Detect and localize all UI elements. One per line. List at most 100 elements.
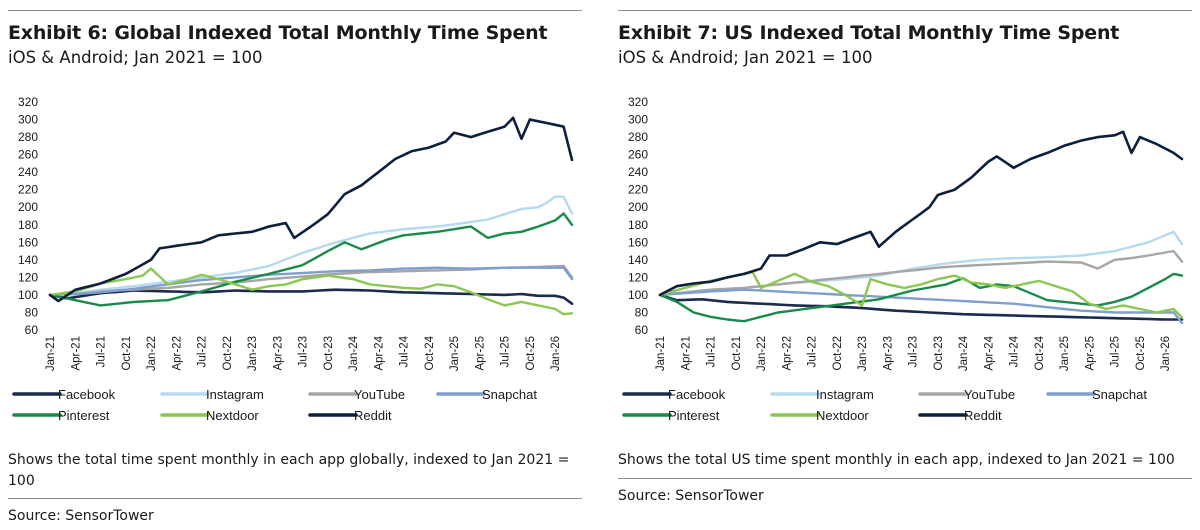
y-tick-label: 200 bbox=[628, 200, 648, 214]
x-tick-label: Jan-23 bbox=[247, 336, 259, 371]
x-tick-label: Jan-21 bbox=[45, 336, 57, 371]
y-tick-label: 120 bbox=[18, 270, 38, 284]
series-line-instagram bbox=[48, 195, 574, 297]
x-tick-label: Jul-23 bbox=[908, 336, 920, 367]
y-tick-label: 300 bbox=[628, 113, 648, 127]
x-tick-label: Oct-25 bbox=[1135, 336, 1147, 371]
legend-label-facebook: Facebook bbox=[668, 387, 726, 402]
x-tick-label: Jan-24 bbox=[348, 335, 360, 371]
x-tick-label: Jul-24 bbox=[399, 335, 411, 367]
x-tick-label: Jan-26 bbox=[1160, 336, 1172, 371]
x-tick-label: Jul-25 bbox=[1110, 336, 1122, 367]
chart-note: Shows the total time spent monthly in ea… bbox=[8, 452, 570, 489]
x-tick-label: Apr-24 bbox=[983, 335, 995, 370]
x-tick-label: Apr-22 bbox=[171, 336, 183, 371]
series-line-facebook bbox=[658, 293, 1184, 321]
x-tick-label: Jan-25 bbox=[449, 336, 461, 371]
exhibit-6-line-chart: 60 80 100 120 140 160 180 200 220 240 260 280 300 320… bbox=[12, 95, 574, 423]
y-tick-label: 100 bbox=[628, 288, 648, 302]
legend-label-reddit: Reddit bbox=[964, 408, 1002, 423]
exhibit-6-panel: Exhibit 6: Global Indexed Total Monthly … bbox=[0, 0, 582, 530]
y-tick-label: 280 bbox=[628, 130, 648, 144]
legend-label-reddit: Reddit bbox=[354, 408, 392, 423]
chart-title: Exhibit 6: Global Indexed Total Monthly … bbox=[8, 22, 548, 44]
x-tick-label: Jul-25 bbox=[500, 336, 512, 367]
x-tick-label: Oct-23 bbox=[323, 336, 335, 371]
y-tick-label: 60 bbox=[635, 323, 649, 337]
series-line-snapchat bbox=[658, 288, 1184, 325]
series-line-reddit bbox=[48, 116, 574, 303]
x-tick-label: Oct-23 bbox=[933, 336, 945, 371]
y-tick-label: 320 bbox=[18, 95, 38, 109]
legend-label-pinterest: Pinterest bbox=[58, 408, 110, 423]
bottom-divider bbox=[618, 478, 1192, 479]
top-divider bbox=[8, 10, 582, 11]
x-tick-label: Jul-24 bbox=[1009, 335, 1021, 367]
y-tick-label: 120 bbox=[628, 270, 648, 284]
series-line-reddit bbox=[658, 130, 1184, 297]
bottom-divider bbox=[8, 498, 582, 499]
y-tick-label: 240 bbox=[628, 165, 648, 179]
chart-title: Exhibit 7: US Indexed Total Monthly Time… bbox=[618, 22, 1120, 44]
x-tick-label: Oct-24 bbox=[1034, 335, 1046, 370]
series-line-pinterest bbox=[658, 272, 1184, 323]
chart-subtitle: iOS & Android; Jan 2021 = 100 bbox=[618, 48, 873, 67]
exhibit-7-panel: Exhibit 7: US Indexed Total Monthly Time… bbox=[610, 0, 1192, 530]
x-tick-label: Jul-22 bbox=[807, 336, 819, 367]
y-tick-label: 140 bbox=[18, 253, 38, 267]
x-tick-label: Apr-25 bbox=[1084, 336, 1096, 371]
legend-label-snapchat: Snapchat bbox=[1092, 387, 1147, 402]
x-tick-label: Jan-26 bbox=[550, 336, 562, 371]
x-tick-label: Jan-22 bbox=[756, 336, 768, 371]
x-tick-label: Jul-23 bbox=[298, 336, 310, 367]
legend-label-nextdoor: Nextdoor bbox=[816, 408, 869, 423]
legend-label-nextdoor: Nextdoor bbox=[206, 408, 259, 423]
series-line-youtube bbox=[658, 249, 1184, 297]
y-tick-label: 200 bbox=[18, 200, 38, 214]
y-tick-label: 280 bbox=[18, 130, 38, 144]
y-tick-label: 220 bbox=[628, 183, 648, 197]
series-line-nextdoor bbox=[48, 267, 574, 316]
x-tick-label: Jul-22 bbox=[197, 336, 209, 367]
x-tick-label: Apr-21 bbox=[70, 336, 82, 371]
legend-label-instagram: Instagram bbox=[206, 387, 264, 402]
x-tick-label: Oct-24 bbox=[424, 335, 436, 370]
series-line-pinterest bbox=[48, 212, 574, 307]
x-tick-label: Oct-22 bbox=[832, 336, 844, 371]
legend-label-pinterest: Pinterest bbox=[668, 408, 720, 423]
y-tick-label: 300 bbox=[18, 113, 38, 127]
x-tick-label: Oct-25 bbox=[525, 336, 537, 371]
x-tick-label: Oct-21 bbox=[731, 336, 743, 371]
y-tick-label: 320 bbox=[628, 95, 648, 109]
legend-label-youtube: YouTube bbox=[354, 387, 405, 402]
x-tick-label: Apr-22 bbox=[781, 336, 793, 371]
x-tick-label: Jan-25 bbox=[1059, 336, 1071, 371]
y-tick-label: 160 bbox=[18, 235, 38, 249]
x-tick-label: Oct-21 bbox=[121, 336, 133, 371]
y-tick-label: 160 bbox=[628, 235, 648, 249]
chart-source: Source: SensorTower bbox=[8, 508, 154, 524]
x-tick-label: Apr-21 bbox=[680, 336, 692, 371]
legend-label-facebook: Facebook bbox=[58, 387, 116, 402]
top-divider bbox=[618, 10, 1192, 11]
y-tick-label: 240 bbox=[18, 165, 38, 179]
legend-label-instagram: Instagram bbox=[816, 387, 874, 402]
y-tick-label: 100 bbox=[18, 288, 38, 302]
chart-source: Source: SensorTower bbox=[618, 488, 764, 504]
x-tick-label: Oct-22 bbox=[222, 336, 234, 371]
y-tick-label: 80 bbox=[635, 305, 649, 319]
y-tick-label: 260 bbox=[628, 148, 648, 162]
y-tick-label: 180 bbox=[628, 218, 648, 232]
chart-subtitle: iOS & Android; Jan 2021 = 100 bbox=[8, 48, 263, 67]
y-tick-label: 220 bbox=[18, 183, 38, 197]
exhibit-7-line-chart: 60 80 100 120 140 160 180 200 220 240 260 280 300 320… bbox=[622, 95, 1184, 423]
chart-note: Shows the total US time spent monthly in… bbox=[618, 452, 1175, 468]
y-tick-label: 180 bbox=[18, 218, 38, 232]
legend-label-youtube: YouTube bbox=[964, 387, 1015, 402]
x-tick-label: Apr-25 bbox=[474, 336, 486, 371]
x-tick-label: Jul-21 bbox=[96, 336, 108, 367]
y-tick-label: 80 bbox=[25, 305, 39, 319]
series-line-snapchat bbox=[48, 266, 574, 297]
y-tick-label: 140 bbox=[628, 253, 648, 267]
x-tick-label: Jul-21 bbox=[706, 336, 718, 367]
